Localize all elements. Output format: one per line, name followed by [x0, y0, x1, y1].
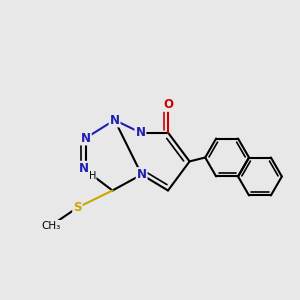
Text: O: O: [163, 98, 173, 111]
Text: N: N: [79, 161, 89, 175]
Text: N: N: [81, 131, 91, 145]
Text: H: H: [89, 171, 96, 182]
Text: N: N: [110, 113, 120, 127]
Text: N: N: [135, 126, 146, 139]
Text: N: N: [136, 168, 147, 181]
Text: CH₃: CH₃: [41, 220, 61, 231]
Text: S: S: [73, 201, 82, 214]
